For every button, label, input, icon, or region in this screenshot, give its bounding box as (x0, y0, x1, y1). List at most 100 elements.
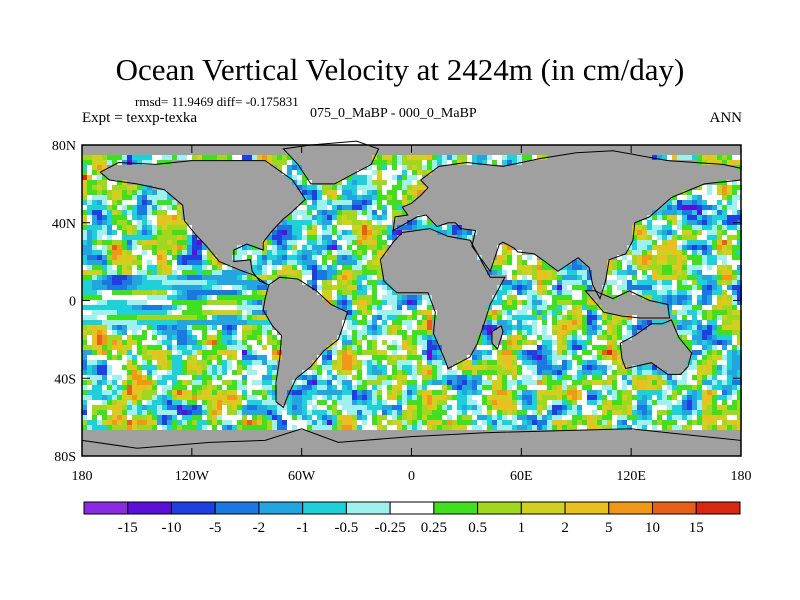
field-cell (542, 320, 547, 325)
field-cell (317, 400, 322, 405)
field-cell (212, 155, 217, 160)
field-cell (702, 375, 707, 380)
field-cell (692, 360, 697, 365)
field-cell (207, 250, 212, 255)
field-cell (682, 255, 687, 260)
field-cell (367, 420, 372, 425)
field-cell (127, 320, 132, 325)
field-cell (177, 350, 182, 355)
field-cell (102, 390, 107, 395)
field-cell (512, 300, 517, 305)
field-cell (147, 200, 152, 205)
field-cell (687, 230, 692, 235)
field-cell (397, 390, 402, 395)
field-cell (317, 190, 322, 195)
field-cell (507, 400, 512, 405)
field-cell (127, 250, 132, 255)
field-cell (702, 400, 707, 405)
field-cell (317, 285, 322, 290)
field-cell (132, 400, 137, 405)
field-cell (447, 380, 452, 385)
field-cell (687, 265, 692, 270)
field-cell (162, 400, 167, 405)
field-cell (372, 195, 377, 200)
field-cell (357, 335, 362, 340)
field-cell (497, 305, 502, 310)
field-cell (182, 250, 187, 255)
field-cell (182, 355, 187, 360)
field-cell (602, 315, 607, 320)
field-cell (427, 390, 432, 395)
field-cell (302, 220, 307, 225)
field-cell (412, 380, 417, 385)
field-cell (577, 350, 582, 355)
field-cell (602, 375, 607, 380)
field-cell (507, 245, 512, 250)
field-cell (87, 155, 92, 160)
field-cell (652, 275, 657, 280)
field-cell (722, 235, 727, 240)
field-cell (232, 250, 237, 255)
field-cell (662, 240, 667, 245)
field-cell (727, 295, 732, 300)
field-cell (572, 310, 577, 315)
field-cell (327, 275, 332, 280)
field-cell (342, 195, 347, 200)
field-cell (277, 235, 282, 240)
field-cell (727, 270, 732, 275)
field-cell (347, 210, 352, 215)
field-cell (702, 360, 707, 365)
field-cell (702, 365, 707, 370)
field-cell (692, 310, 697, 315)
field-cell (242, 370, 247, 375)
field-cell (652, 155, 657, 160)
field-cell (332, 245, 337, 250)
field-cell (312, 215, 317, 220)
field-cell (122, 255, 127, 260)
field-cell (537, 325, 542, 330)
field-cell (617, 385, 622, 390)
field-cell (112, 220, 117, 225)
field-cell (302, 215, 307, 220)
field-cell (642, 420, 647, 425)
field-cell (372, 255, 377, 260)
field-cell (82, 195, 87, 200)
field-cell (427, 310, 432, 315)
field-cell (192, 250, 197, 255)
field-cell (692, 325, 697, 330)
field-cell (662, 295, 667, 300)
field-cell (132, 265, 137, 270)
field-cell (92, 405, 97, 410)
field-cell (722, 205, 727, 210)
field-cell (682, 395, 687, 400)
field-cell (122, 245, 127, 250)
field-cell (722, 350, 727, 355)
field-cell (692, 340, 697, 345)
field-cell (557, 345, 562, 350)
field-cell (612, 270, 617, 275)
field-cell (137, 195, 142, 200)
field-cell (592, 390, 597, 395)
field-cell (732, 400, 737, 405)
field-cell (717, 345, 722, 350)
field-cell (167, 310, 172, 315)
field-cell (737, 325, 742, 330)
field-cell (362, 305, 367, 310)
field-cell (447, 415, 452, 420)
field-cell (342, 260, 347, 265)
field-cell (537, 330, 542, 335)
field-cell (157, 220, 162, 225)
field-cell (492, 260, 497, 265)
field-cell (432, 335, 437, 340)
field-cell (172, 320, 177, 325)
field-cell (562, 405, 567, 410)
field-cell (222, 425, 227, 430)
field-cell (387, 195, 392, 200)
field-cell (232, 325, 237, 330)
field-cell (732, 415, 737, 420)
field-cell (617, 355, 622, 360)
field-cell (402, 375, 407, 380)
field-cell (382, 365, 387, 370)
field-cell (702, 420, 707, 425)
field-cell (677, 380, 682, 385)
